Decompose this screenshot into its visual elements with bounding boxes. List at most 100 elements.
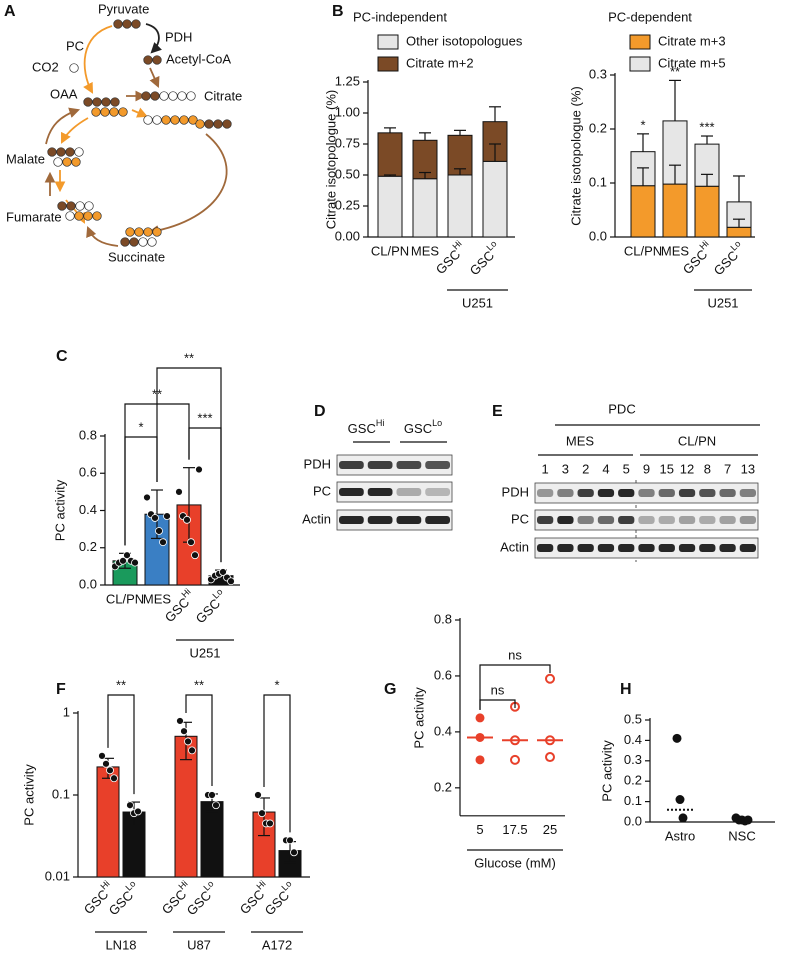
blot-strip: [534, 509, 759, 531]
x-tick-label: 17.5: [502, 822, 527, 837]
y-tick-label: 0.0: [79, 576, 97, 591]
y-axis-label: Citrate isotopologue (%): [568, 86, 583, 225]
blot-band: [678, 516, 696, 524]
carbon-atom: [147, 237, 157, 247]
y-tick-label: 0.6: [79, 465, 97, 480]
significance: ***: [197, 410, 212, 425]
bar-segment: [412, 178, 438, 238]
carbon-atom: [118, 107, 128, 117]
carbon-atom: [152, 55, 162, 65]
data-point: [195, 465, 203, 474]
blot-band: [638, 516, 655, 524]
node-label: CO2: [32, 59, 59, 74]
blot-band: [367, 461, 393, 469]
blot-band: [577, 516, 594, 524]
lane-label: 1: [542, 461, 549, 476]
blot-band: [537, 516, 554, 524]
y-tick-label: 0.2: [79, 539, 97, 554]
group-label: PDC: [608, 401, 635, 416]
carbon-atom: [179, 115, 189, 125]
carbon-atom: [83, 211, 93, 221]
blot-band: [658, 489, 675, 497]
blot-band: [739, 516, 756, 524]
data-point: [675, 795, 685, 805]
data-point: [286, 836, 294, 845]
bar-segment: [726, 226, 752, 238]
arrow: [45, 107, 81, 145]
data-point: [545, 752, 555, 763]
data-point: [180, 727, 188, 736]
group-label: A172: [262, 937, 292, 952]
data-point: [106, 766, 114, 775]
blot-band: [597, 489, 615, 497]
blot-band: [339, 516, 364, 524]
carbon-atom: [170, 115, 180, 125]
significance-bracket: [479, 664, 551, 710]
data-point: [258, 809, 266, 818]
x-tick-label: MES: [143, 591, 172, 606]
group-label: U251: [462, 295, 493, 310]
blot-band: [699, 544, 716, 552]
subgroup-label: CL/PN: [678, 433, 716, 448]
panel-letter: B: [332, 3, 344, 20]
data-point: [126, 801, 134, 810]
data-point: [743, 815, 753, 825]
group-label: U87: [187, 937, 211, 952]
blot-strip: [336, 454, 453, 476]
row-label: PDH: [304, 456, 331, 471]
legend-label: Citrate m+3: [658, 33, 726, 48]
node-label: Malate: [6, 151, 45, 166]
node-label: Pyruvate: [98, 1, 149, 16]
column-label: GSCLo: [404, 418, 442, 436]
panel-letter: G: [384, 681, 396, 698]
x-tick-label-base: GSC: [711, 248, 742, 279]
x-tick-label: MES: [661, 243, 690, 258]
data-point: [212, 801, 220, 810]
x-tick-label-base: GSC: [193, 596, 224, 627]
blot-band: [719, 516, 736, 524]
chart-title: PC-independent: [353, 9, 447, 24]
arrow: [145, 23, 162, 54]
blot-band: [396, 516, 422, 524]
y-tick-label: 0.25: [335, 197, 360, 212]
y-axis-label: PC activity: [21, 764, 36, 826]
data-point: [545, 673, 555, 684]
panel-letter: D: [314, 403, 326, 420]
bar-segment: [447, 174, 473, 238]
blot-band: [339, 488, 364, 496]
carbon-atom: [109, 107, 119, 117]
blot-band: [739, 489, 756, 497]
carbon-atom: [66, 201, 76, 211]
lane-label: 15: [660, 461, 674, 476]
y-tick-label: 1: [63, 704, 70, 719]
carbon-atom: [134, 227, 144, 237]
row-label: PC: [313, 483, 331, 498]
bar-segment: [377, 132, 403, 177]
x-tick-label-base: GSC: [467, 248, 498, 279]
carbon-atom: [138, 237, 148, 247]
y-axis-label: Citrate isotopologue (%): [323, 90, 338, 229]
blot-band: [537, 544, 554, 552]
significance: **: [194, 677, 204, 692]
blot-band: [699, 489, 716, 497]
carbon-atom: [120, 237, 130, 247]
carbon-atom: [131, 19, 141, 29]
blot-band: [577, 544, 594, 552]
bar-segment: [630, 185, 656, 238]
carbon-atom: [213, 119, 223, 129]
y-tick-label: 0.0: [624, 813, 642, 828]
data-point: [155, 527, 163, 535]
x-tick-label: GSCLo: [709, 239, 749, 279]
x-tick-label: MES: [411, 243, 440, 258]
blot-band: [396, 488, 422, 496]
y-tick-label: 0.3: [589, 66, 607, 81]
y-tick-label: 0.6: [434, 667, 452, 682]
data-point: [119, 556, 127, 565]
arrow: [65, 199, 85, 224]
carbon-atom: [161, 115, 171, 125]
pathway-diagram: Pyruvate PDH Acetyl-CoA PC CO2 OAA Citra…: [6, 1, 242, 264]
enzyme-label: PC: [66, 38, 84, 53]
data-point: [191, 551, 199, 560]
carbon-atom: [74, 147, 84, 157]
